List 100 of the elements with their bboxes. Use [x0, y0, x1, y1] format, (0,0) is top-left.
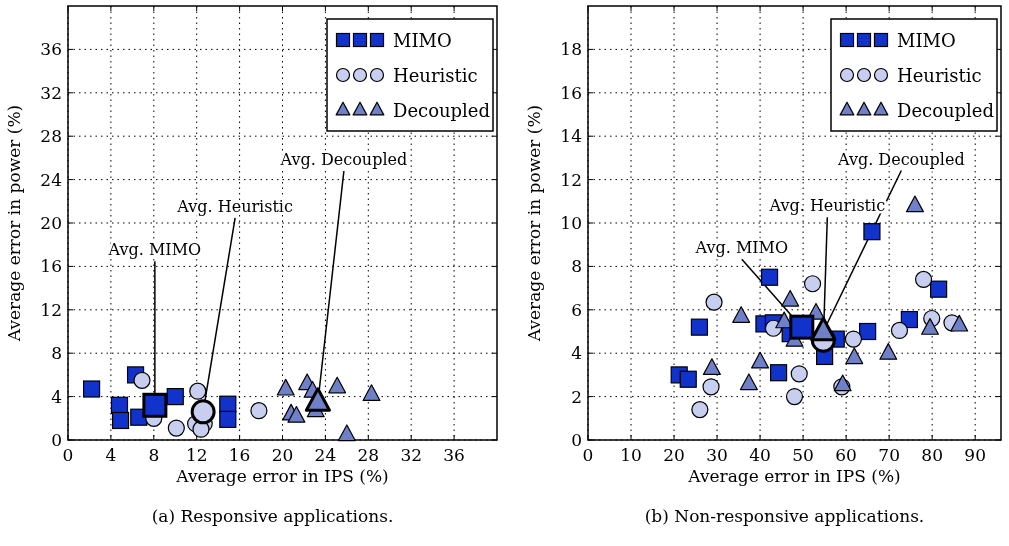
point [859, 322, 877, 341]
legend-label: Heuristic [393, 65, 478, 86]
x-tick-label: 80 [921, 445, 943, 465]
y-tick-label: 4 [51, 386, 62, 407]
text: (a) Responsive applications. [151, 506, 394, 526]
annotation: Avg. MIMO [107, 240, 202, 260]
point [890, 321, 909, 340]
x-tick-label: 36 [443, 445, 465, 465]
x-tick-label: 90 [964, 445, 987, 465]
point [781, 289, 800, 307]
x-tick-label: 70 [878, 445, 900, 465]
point [732, 306, 751, 323]
point [702, 358, 721, 375]
point [691, 401, 709, 419]
point [785, 388, 804, 406]
x-tick-label: 4 [105, 445, 117, 465]
legend-label: MIMO [393, 30, 452, 51]
y-tick-label: 12 [560, 169, 582, 190]
y-tick-label: 2 [571, 386, 582, 407]
y-tick-label: 12 [40, 299, 62, 320]
x-tick-label: 50 [792, 445, 814, 465]
point [287, 405, 306, 423]
y-tick-label: 20 [40, 213, 62, 233]
point [362, 384, 381, 402]
text: (b) Non-responsive applications. [644, 506, 925, 526]
annotation: Avg. Heuristic [176, 196, 293, 216]
point [690, 318, 709, 336]
point [702, 378, 720, 396]
annotation: Avg. Decoupled [837, 149, 965, 169]
y-axis-title: Average error in power (%) [4, 104, 24, 343]
point [328, 376, 347, 394]
point [879, 343, 898, 360]
y-tick-label: 36 [40, 39, 62, 60]
annotation: Avg. Heuristic [768, 196, 886, 216]
point [789, 314, 815, 340]
x-tick-label: 40 [749, 445, 771, 465]
x-tick-label: 32 [400, 445, 423, 465]
point [760, 268, 779, 286]
x-tick-label: 30 [706, 445, 728, 465]
point [133, 371, 151, 389]
y-tick-label: 4 [571, 343, 582, 364]
point [167, 419, 185, 437]
legend-label: MIMO [897, 30, 956, 51]
point [276, 378, 295, 396]
point [810, 316, 837, 342]
point [189, 382, 207, 400]
x-tick-label: 10 [620, 445, 642, 465]
legend-label: Decoupled [393, 100, 491, 121]
y-tick-label: 10 [560, 213, 582, 233]
point [679, 370, 697, 388]
point [863, 223, 881, 241]
y-tick-label: 8 [571, 256, 582, 277]
y-tick-label: 0 [51, 430, 62, 450]
point [803, 275, 822, 293]
x-tick-label: 28 [357, 445, 380, 465]
y-tick-label: 8 [51, 343, 62, 364]
y-tick-label: 32 [40, 82, 62, 103]
y-axis-title: Average error in power (%) [524, 104, 544, 343]
point [337, 424, 356, 442]
point [833, 374, 852, 392]
y-tick-label: 18 [560, 39, 582, 60]
point [705, 293, 723, 311]
point [905, 195, 924, 213]
y-tick-label: 14 [560, 126, 582, 147]
point [739, 373, 758, 391]
x-tick-label: 8 [148, 445, 160, 465]
point [769, 364, 788, 382]
x-tick-label: 16 [228, 445, 251, 465]
point [304, 387, 331, 412]
point [845, 347, 864, 365]
point [219, 410, 237, 428]
point [83, 380, 101, 398]
point [166, 388, 184, 406]
legend-label: Heuristic [897, 65, 982, 86]
point [950, 314, 969, 332]
y-tick-label: 16 [560, 82, 582, 103]
y-tick-label: 28 [40, 126, 62, 147]
y-tick-label: 0 [571, 430, 582, 450]
point [914, 270, 933, 289]
x-tick-label: 20 [271, 445, 294, 465]
point [751, 351, 770, 369]
point [844, 330, 863, 348]
point [790, 365, 808, 383]
x-tick-label: 12 [185, 445, 208, 465]
x-axis-title: Average error in IPS (%) [175, 466, 389, 486]
y-tick-label: 6 [571, 299, 582, 320]
point [190, 399, 216, 425]
point [930, 280, 948, 298]
annotation: Avg. MIMO [694, 238, 789, 258]
y-tick-label: 24 [40, 169, 62, 190]
x-tick-label: 60 [835, 445, 857, 465]
point [921, 318, 940, 335]
point [250, 402, 268, 420]
x-tick-label: 20 [663, 445, 685, 465]
annotation: Avg. Decoupled [279, 150, 408, 170]
point [142, 392, 168, 418]
legend-label: Decoupled [897, 100, 995, 121]
x-tick-label: 24 [314, 445, 337, 465]
x-axis-title: Average error in IPS (%) [687, 466, 901, 486]
point [111, 411, 130, 430]
